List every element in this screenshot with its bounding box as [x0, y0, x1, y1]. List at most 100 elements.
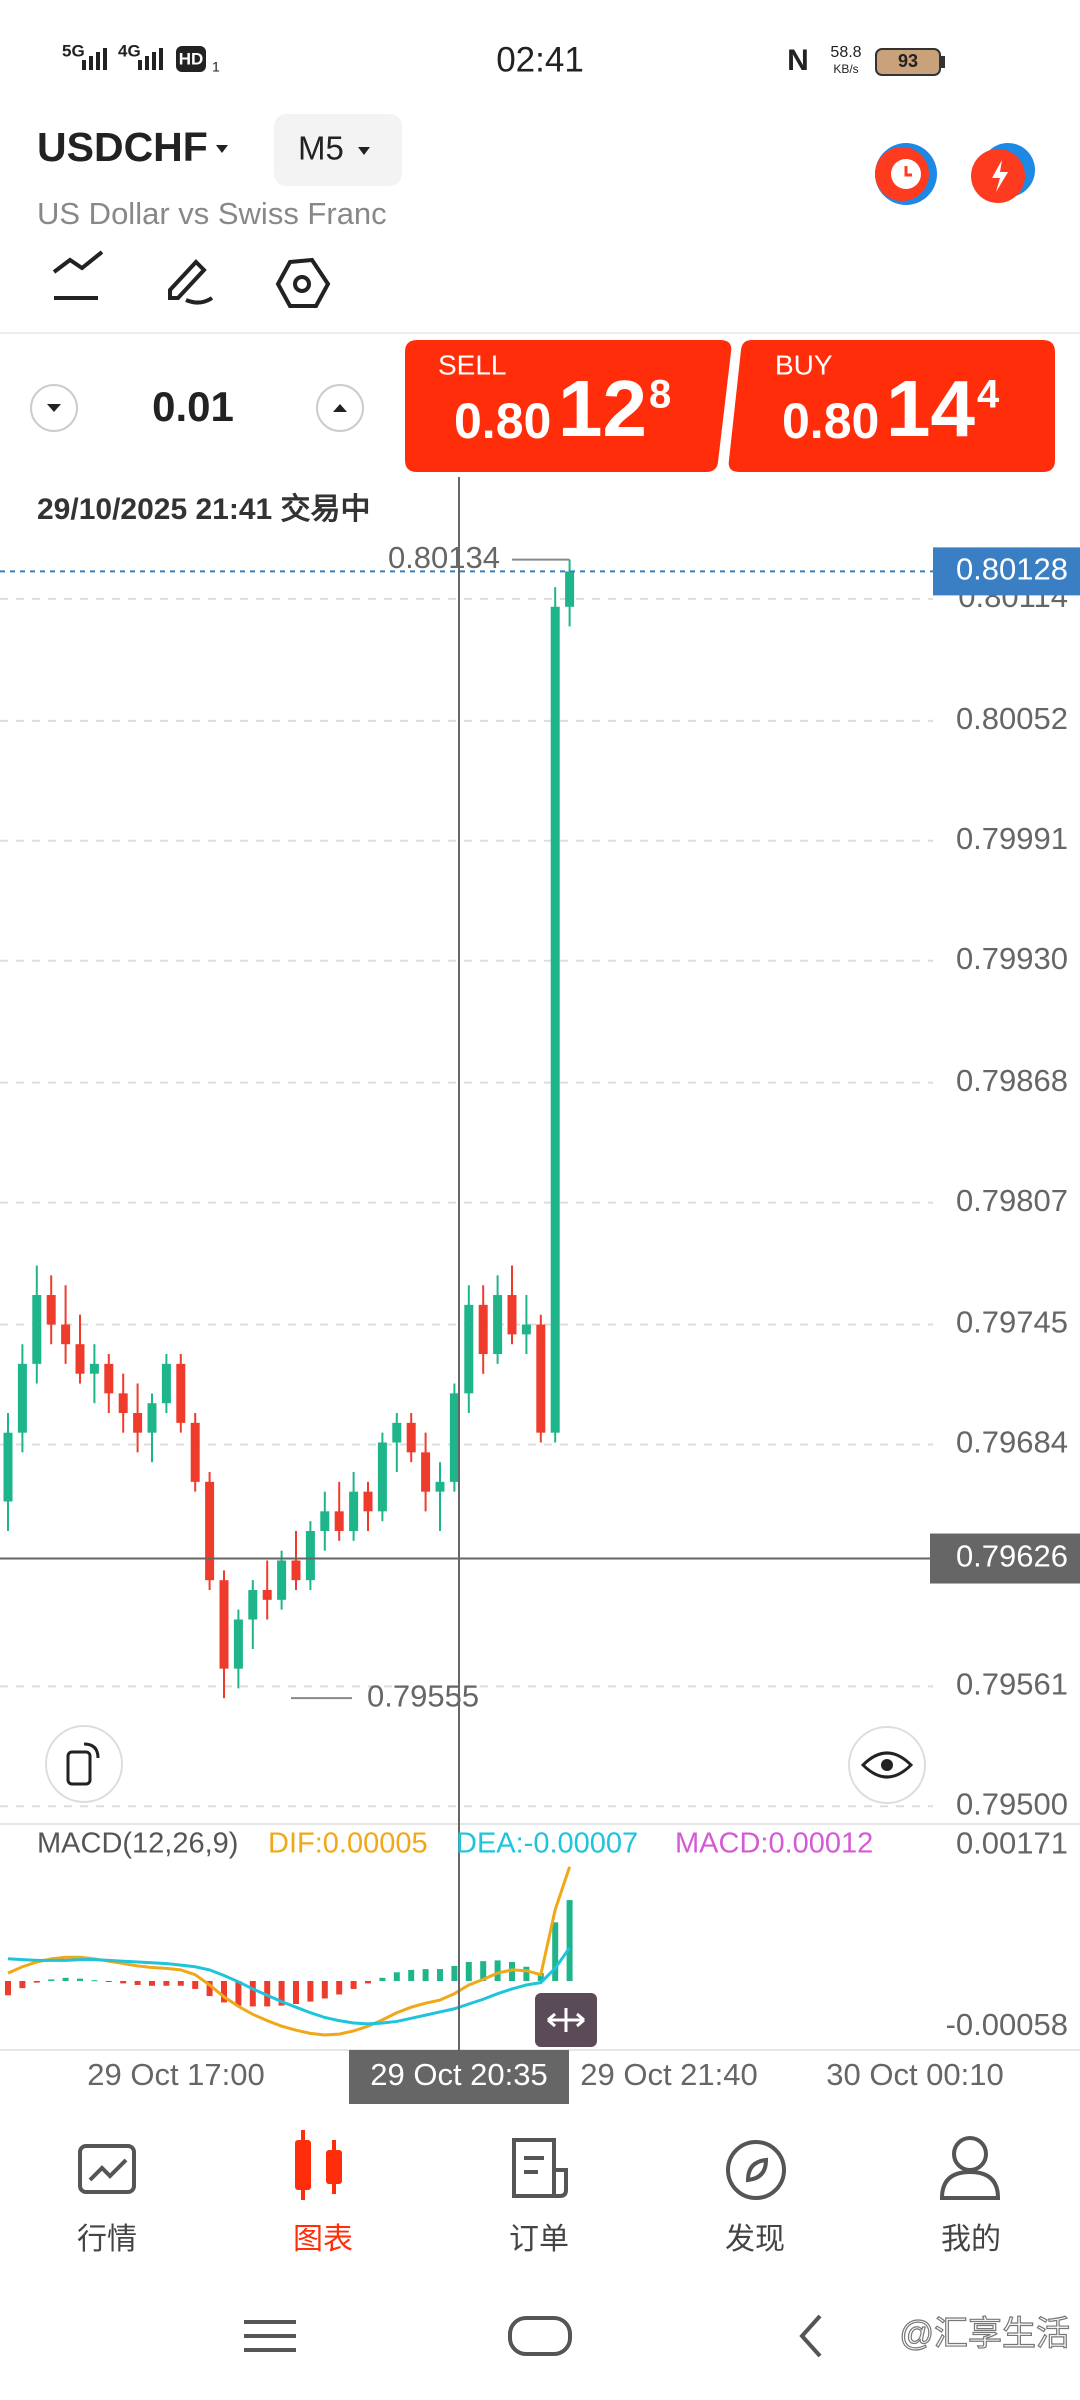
- candle-body: [190, 1422, 200, 1482]
- macd-title: MACD(12,26,9): [37, 1828, 238, 1860]
- macd-bar: [192, 1981, 199, 1989]
- y-tick-label: 0.79930: [956, 941, 1068, 976]
- buy-button[interactable]: [728, 340, 1055, 472]
- macd-bar: [566, 1900, 573, 1982]
- macd-bar: [480, 1961, 487, 1982]
- scroll-handle[interactable]: [535, 1993, 597, 2047]
- candle-body: [17, 1363, 27, 1433]
- candle-body: [219, 1580, 229, 1669]
- y-tick-label: 0.79745: [956, 1305, 1068, 1340]
- candle-body: [291, 1560, 301, 1581]
- candle-body: [46, 1295, 56, 1325]
- tab-bar: 行情 图表 订单 发现 我的: [77, 2223, 1001, 2256]
- crosshair-time: 29 Oct 20:35: [370, 2057, 548, 2092]
- flash-icon[interactable]: [971, 143, 1035, 203]
- candle-body: [377, 1442, 387, 1512]
- candle-body: [435, 1481, 445, 1492]
- tab-label[interactable]: 行情: [77, 2223, 137, 2256]
- macd-bar: [249, 1981, 256, 2007]
- candle-body: [118, 1393, 128, 1414]
- candle-body: [493, 1295, 503, 1355]
- tab-icon-discover[interactable]: [726, 2140, 786, 2200]
- clock: 02:41: [496, 40, 584, 79]
- macd-bar: [19, 1981, 26, 1989]
- low-marker-label: 0.79555: [367, 1678, 479, 1713]
- alert-icon[interactable]: [875, 143, 937, 205]
- macd-dif-label: DIF:0.00005: [268, 1828, 428, 1860]
- indicator-icon[interactable]: [52, 250, 104, 300]
- tab-icon-chart[interactable]: [295, 2130, 342, 2200]
- macd-bar: [408, 1969, 415, 1982]
- subtitle: US Dollar vs Swiss Franc: [37, 196, 387, 231]
- macd-bar: [422, 1969, 429, 1982]
- tab-label[interactable]: 我的: [941, 2223, 1001, 2256]
- macd-tick-label: -0.00058: [946, 2007, 1068, 2042]
- candle-body: [536, 1324, 546, 1433]
- sim: 1: [212, 59, 220, 75]
- y-tick-label: 0.80052: [956, 701, 1068, 736]
- candle-body: [550, 606, 560, 1433]
- macd-bar: [278, 1981, 285, 2006]
- buy-price-sup: 4: [977, 373, 1000, 417]
- sell-price-sup: 8: [649, 373, 671, 417]
- dropdown-arrow: [358, 147, 370, 155]
- macd-bar: [494, 1960, 501, 1982]
- dropdown-arrow: [216, 145, 228, 153]
- tab-icon-orders[interactable]: [512, 2138, 568, 2198]
- tab-icon-me[interactable]: [939, 2136, 1001, 2200]
- macd-bar: [336, 1981, 343, 1995]
- sell-button[interactable]: [405, 340, 732, 472]
- tab-label[interactable]: 订单: [509, 2223, 569, 2256]
- candle-body: [233, 1619, 243, 1669]
- battery-level: 93: [898, 51, 918, 71]
- arrow-down: [47, 404, 61, 412]
- candle-body: [449, 1393, 459, 1482]
- macd-bar: [5, 1981, 11, 1996]
- timeframe-button[interactable]: [274, 114, 402, 186]
- macd-bar: [537, 1973, 544, 1982]
- current-price-box: [933, 547, 1080, 596]
- buy-price-big: 14: [886, 364, 975, 453]
- macd-bar: [293, 1981, 299, 2005]
- tab-label[interactable]: 发现: [725, 2223, 785, 2256]
- settings-icon[interactable]: [275, 257, 331, 308]
- x-label: 29 Oct 17:00: [87, 2057, 265, 2092]
- lot[interactable]: 0.01: [152, 383, 234, 430]
- macd-bar: [77, 1978, 83, 1982]
- rotate-button[interactable]: [45, 1725, 123, 1803]
- candle-body: [262, 1589, 272, 1600]
- draw-icon[interactable]: [168, 259, 214, 305]
- candle-body: [133, 1413, 143, 1433]
- x-label: 30 Oct 00:10: [826, 2057, 1004, 2092]
- sell-price-main: 0.80: [454, 393, 551, 449]
- tab-label[interactable]: 图表: [293, 2223, 353, 2256]
- candle-body: [406, 1422, 416, 1453]
- candle-body: [334, 1511, 344, 1532]
- macd-bar: [465, 1961, 472, 1982]
- battery: [875, 48, 941, 76]
- macd-value-label: MACD:0.00012: [675, 1828, 873, 1860]
- candle-body: [277, 1560, 287, 1600]
- candle-body: [248, 1589, 258, 1620]
- crosshair-time-box: [349, 2050, 569, 2104]
- macd-bar: [163, 1981, 170, 1986]
- y-tick-label: 0.79991: [956, 821, 1068, 856]
- symbol[interactable]: USDCHF: [37, 124, 208, 170]
- candle-body: [75, 1344, 85, 1374]
- battery-tip: [941, 56, 945, 68]
- plot: 0.80134 0.79555 0.80128 0.79626: [0, 540, 1080, 2037]
- macd-tick-label: 0.00171: [956, 1826, 1068, 1861]
- macd-bar: [177, 1981, 184, 1986]
- macd-bar: [149, 1981, 155, 1986]
- timeframe: M5: [298, 130, 344, 167]
- macd-dif-line: [7, 1866, 572, 2037]
- net-unit: KB/s: [833, 62, 858, 76]
- macd-bar: [523, 1966, 530, 1982]
- eye-button[interactable]: [848, 1726, 926, 1804]
- signal-bars: [82, 48, 107, 70]
- candle-body: [565, 571, 575, 607]
- candle-body: [176, 1363, 186, 1423]
- tab-icon-quotes[interactable]: [78, 2144, 136, 2194]
- macd-bar: [393, 1972, 400, 1982]
